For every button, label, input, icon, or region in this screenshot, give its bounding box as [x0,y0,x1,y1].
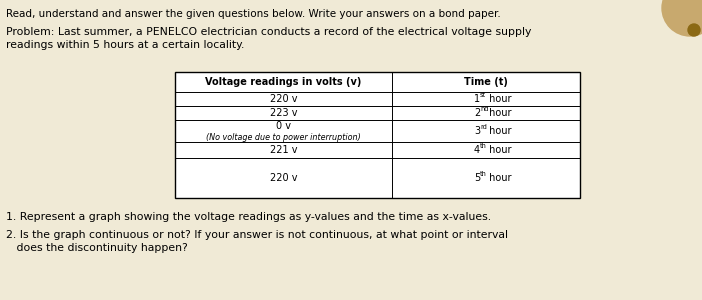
Text: Voltage readings in volts (v): Voltage readings in volts (v) [205,77,362,87]
Text: 1. Represent a graph showing the voltage readings as y-values and the time as x-: 1. Represent a graph showing the voltage… [6,212,491,222]
Text: 1: 1 [474,94,480,104]
Text: Time (t): Time (t) [464,77,508,87]
Bar [175,72,580,198]
Text: 2. Is the graph continuous or not? If your answer is not continuous, at what poi: 2. Is the graph continuous or not? If yo… [6,230,508,240]
Text: hour: hour [486,108,512,118]
Text: rd: rd [480,124,487,130]
Circle shape [662,0,702,36]
Text: readings within 5 hours at a certain locality.: readings within 5 hours at a certain loc… [6,40,244,50]
Text: 0 v: 0 v [276,121,291,131]
Text: hour: hour [486,173,512,183]
Text: 220 v: 220 v [270,173,297,183]
Text: 3: 3 [474,126,480,136]
Text: Problem: Last summer, a PENELCO electrician conducts a record of the electrical : Problem: Last summer, a PENELCO electric… [6,27,531,37]
Text: hour: hour [486,145,512,155]
Text: nd: nd [480,106,489,112]
Text: 221 v: 221 v [270,145,297,155]
Text: 2: 2 [474,108,480,118]
Text: 220 v: 220 v [270,94,297,104]
Text: does the discontinuity happen?: does the discontinuity happen? [6,243,187,253]
Text: hour: hour [486,94,512,104]
Text: 223 v: 223 v [270,108,297,118]
Text: th: th [480,171,487,177]
Text: 5: 5 [474,173,480,183]
Text: th: th [480,143,487,149]
Text: st: st [480,92,486,98]
Circle shape [688,24,700,36]
Text: 4: 4 [474,145,480,155]
Text: hour: hour [486,126,512,136]
Text: Read, understand and answer the given questions below. Write your answers on a b: Read, understand and answer the given qu… [6,9,501,19]
Text: (No voltage due to power interruption): (No voltage due to power interruption) [206,133,361,142]
